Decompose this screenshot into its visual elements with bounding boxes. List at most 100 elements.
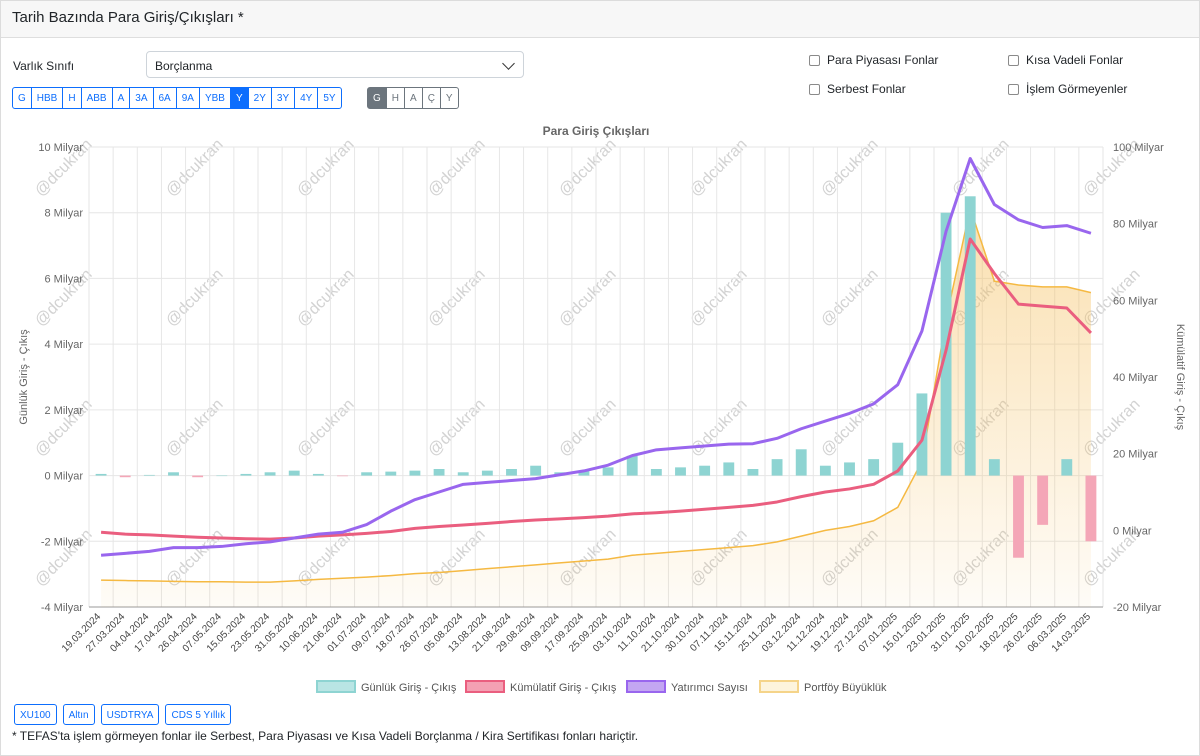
checkbox-box[interactable] xyxy=(809,54,820,66)
daily-bar xyxy=(192,475,204,478)
y-left-tick-label: 8 Milyar xyxy=(44,208,83,220)
watermark: @dcukran xyxy=(294,266,358,330)
daily-bar xyxy=(819,465,831,476)
overlay-button-cds 5 yıllık[interactable]: CDS 5 Yıllık xyxy=(165,704,232,725)
y-left-tick-label: 10 Milyar xyxy=(38,142,83,154)
daily-bar xyxy=(1085,475,1097,542)
page-title: Tarih Bazında Para Giriş/Çıkışları * xyxy=(12,9,244,26)
daily-bar xyxy=(433,469,445,476)
period-button-6a[interactable]: 6A xyxy=(152,87,177,109)
period-button-2y[interactable]: 2Y xyxy=(247,87,272,109)
checkbox-box[interactable] xyxy=(809,83,820,95)
daily-bar xyxy=(747,469,759,476)
daily-bar xyxy=(361,472,373,476)
period-button-hbb[interactable]: HBB xyxy=(30,87,64,109)
period-button-group: G HBB H ABB A 3A 6A 9A YBB Y 2Y 3Y 4Y 5Y xyxy=(12,87,342,109)
daily-bar xyxy=(530,465,542,476)
daily-bar xyxy=(409,470,421,476)
y-left-tick-label: 2 Milyar xyxy=(44,405,83,417)
gran-button-y[interactable]: Y xyxy=(439,87,459,109)
y-left-tick-label: 0 Milyar xyxy=(44,471,83,483)
period-button-h[interactable]: H xyxy=(62,87,82,109)
watermark: @dcukran xyxy=(818,266,882,330)
period-button-y[interactable]: Y xyxy=(229,87,249,109)
overlay-button-xu100[interactable]: XU100 xyxy=(14,704,57,725)
checkbox-box[interactable] xyxy=(1008,83,1019,95)
daily-bar xyxy=(844,462,855,476)
period-button-5y[interactable]: 5Y xyxy=(317,87,342,109)
watermark: @dcukran xyxy=(425,396,489,460)
watermark: @dcukran xyxy=(425,136,489,200)
y-left-tick-label: -4 Milyar xyxy=(41,602,84,614)
watermark: @dcukran xyxy=(556,136,620,200)
daily-bar xyxy=(481,470,493,476)
y-right-axis-title: Kümülatif Giriş - Çıkış xyxy=(1174,324,1186,431)
y-right-tick-label: 0 Milyar xyxy=(1113,525,1152,537)
checkbox-label: Para Piyasası Fonlar xyxy=(827,53,939,67)
period-button-a[interactable]: A xyxy=(111,87,131,109)
period-button-g[interactable]: G xyxy=(12,87,32,109)
watermark: @dcukran xyxy=(163,136,227,200)
y-left-axis-title: Günlük Giriş - Çıkış xyxy=(18,329,30,425)
daily-bar xyxy=(892,442,904,476)
asset-class-select[interactable]: Borçlanma xyxy=(146,51,524,78)
legend-label: Günlük Giriş - Çıkış xyxy=(361,682,457,694)
daily-bar xyxy=(723,462,735,476)
period-button-3a[interactable]: 3A xyxy=(129,87,154,109)
y-right-tick-label: 100 Milyar xyxy=(1113,142,1164,154)
overlay-button-usdtrya[interactable]: USDTRYA xyxy=(100,704,160,725)
overlay-button-altın[interactable]: Altın xyxy=(62,704,95,725)
period-button-3y[interactable]: 3Y xyxy=(270,87,296,109)
daily-bar xyxy=(795,449,807,476)
period-button-4y[interactable]: 4Y xyxy=(294,87,319,109)
daily-bar xyxy=(143,474,155,476)
checkbox-para-piyasasi[interactable]: Para Piyasası Fonlar xyxy=(809,53,938,67)
daily-bar xyxy=(650,469,662,476)
checkbox-serbest[interactable]: Serbest Fonlar xyxy=(809,82,906,96)
watermark: @dcukran xyxy=(294,136,358,200)
asset-class-label: Varlık Sınıfı xyxy=(13,59,75,73)
daily-bar xyxy=(1061,459,1073,476)
watermark: @dcukran xyxy=(556,266,620,330)
cumulative-line xyxy=(100,237,1093,541)
gran-button-h[interactable]: H xyxy=(385,87,406,109)
daily-bar xyxy=(988,459,1000,476)
daily-bar xyxy=(168,472,179,476)
chart-title: Para Giriş Çıkışları xyxy=(543,124,650,138)
y-left-tick-label: 6 Milyar xyxy=(44,273,83,285)
daily-bar xyxy=(1013,475,1024,558)
daily-bar xyxy=(288,470,300,476)
period-button-ybb[interactable]: YBB xyxy=(198,87,231,109)
legend-swatch xyxy=(626,680,666,693)
overlay-button-group: XU100 Altın USDTRYA CDS 5 Yıllık xyxy=(14,704,232,725)
gran-button-ç[interactable]: Ç xyxy=(421,87,441,109)
legend-swatch xyxy=(316,680,356,693)
daily-bar xyxy=(626,455,638,476)
y-right-tick-label: 60 Milyar xyxy=(1113,295,1158,307)
card-header: Tarih Bazında Para Giriş/Çıkışları * xyxy=(1,1,1199,38)
gran-button-g[interactable]: G xyxy=(367,87,387,109)
checkbox-box[interactable] xyxy=(1008,54,1019,66)
daily-bar xyxy=(240,473,252,476)
daily-bar xyxy=(675,467,686,476)
checkbox-islem-gormeyenler[interactable]: İşlem Görmeyenler xyxy=(1008,82,1127,96)
investors-line xyxy=(100,157,1092,557)
daily-bar xyxy=(771,459,783,476)
period-button-abb[interactable]: ABB xyxy=(80,87,113,109)
daily-bar xyxy=(457,472,469,476)
watermark: @dcukran xyxy=(818,136,882,200)
y-right-tick-label: 40 Milyar xyxy=(1113,372,1158,384)
daily-bar xyxy=(337,475,348,477)
legend-label: Kümülatif Giriş - Çıkış xyxy=(510,682,617,694)
daily-bar xyxy=(264,472,276,476)
checkbox-kisa-vadeli[interactable]: Kısa Vadeli Fonlar xyxy=(1008,53,1123,67)
watermark: @dcukran xyxy=(163,396,227,460)
gran-button-a[interactable]: A xyxy=(404,87,423,109)
chevron-down-icon xyxy=(502,57,515,70)
daily-bar xyxy=(1037,475,1049,525)
checkbox-label: Kısa Vadeli Fonlar xyxy=(1026,53,1124,67)
legend-swatch xyxy=(759,680,799,693)
period-button-9a[interactable]: 9A xyxy=(175,87,200,109)
